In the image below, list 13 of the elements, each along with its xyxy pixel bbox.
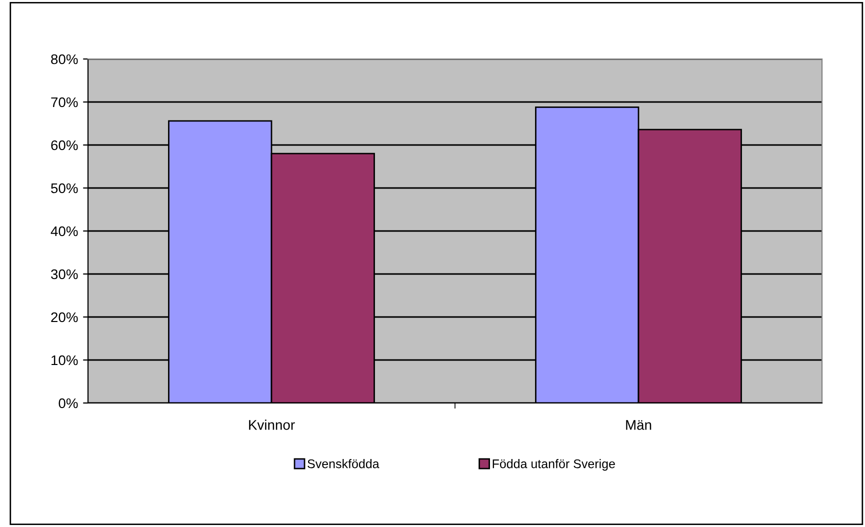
y-tick-label: 40% <box>50 226 78 236</box>
y-tick-label: 20% <box>51 312 78 322</box>
x-tick-label: Män <box>626 420 652 430</box>
y-tick-label: 30% <box>51 269 78 280</box>
y-tick-label: 60% <box>51 140 78 150</box>
x-tick-label: Kvinnor <box>249 420 295 430</box>
y-tick-label: 50% <box>51 183 78 194</box>
y-tick-label: 70% <box>51 97 78 108</box>
y-tick-label: 10% <box>52 355 78 366</box>
y-tick-label: 0% <box>58 398 78 408</box>
y-tick-label: 80% <box>51 54 78 64</box>
legend-label: Svenskfödda <box>308 459 380 468</box>
legend-label: Födda utanför Sverige <box>492 459 615 471</box>
